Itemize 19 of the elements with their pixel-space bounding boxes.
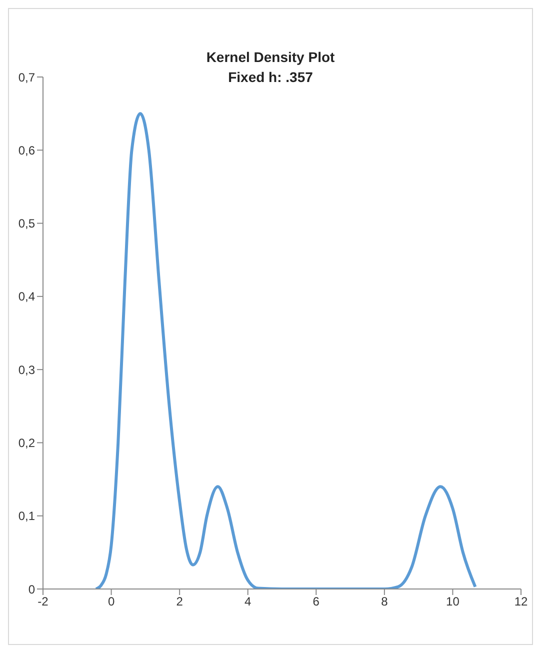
y-tick-label: 0,4: [18, 290, 36, 304]
y-tick-label: 0,3: [18, 362, 36, 377]
y-tick-label: 0,7: [18, 70, 36, 84]
chart-subtitle: Fixed h: .357: [228, 69, 313, 85]
y-tick-label: 0,6: [18, 143, 36, 158]
y-tick-label: 0,5: [18, 216, 36, 231]
x-tick-label: -2: [38, 594, 49, 609]
x-tick-label: 10: [446, 594, 460, 609]
x-tick-label: 8: [381, 594, 388, 609]
chart-title: Kernel Density Plot: [205, 48, 336, 67]
x-tick-label: 2: [176, 594, 184, 609]
y-tick-label: 0,2: [18, 436, 36, 450]
x-tick-label: 0: [108, 594, 115, 609]
x-tick-label: 12: [514, 594, 528, 609]
y-tick-label: 0,1: [18, 509, 36, 524]
x-tick-label: 6: [312, 594, 320, 609]
y-tick-label: 0: [28, 582, 36, 596]
line-series: [94, 112, 477, 589]
x-tick-label: 4: [244, 594, 252, 609]
